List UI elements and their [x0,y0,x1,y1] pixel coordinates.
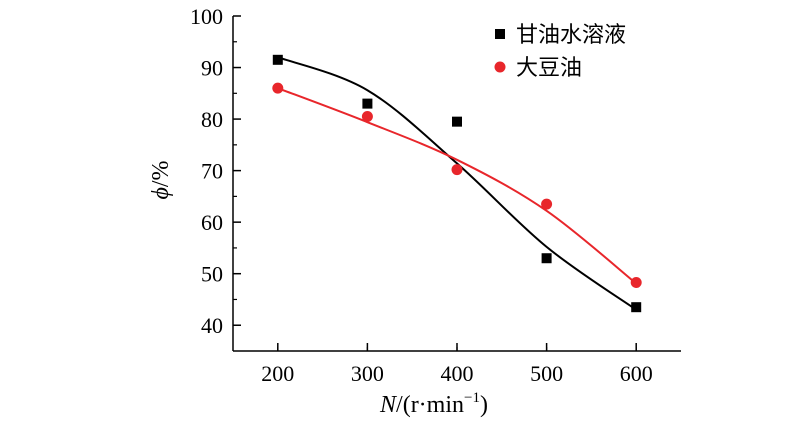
y-axis-title-var: ϕ [148,187,174,199]
legend-label-series-1: 甘油水溶液 [516,23,626,48]
data-point-circle [361,111,373,122]
x-axis-title-sup: −1 [464,390,480,406]
x-tick-label: 200 [261,361,294,386]
y-tick-label: 70 [201,159,223,184]
x-tick-label: 400 [441,361,474,386]
y-tick-label: 80 [201,107,223,132]
x-axis-title-var: N [379,392,398,418]
legend-marker-circle [494,61,506,73]
data-point-square [272,54,283,65]
y-tick-label: 40 [201,313,223,338]
y-tick-label: 60 [201,210,223,235]
axes: 40 50 60 70 80 90 100 200 300 400 500 600 [190,4,681,386]
x-axis-title-unit: /(r·min [396,392,464,418]
data-point-square [631,302,642,313]
y-tick-label: 50 [201,262,223,287]
data-point-circle [451,164,463,176]
x-tick-label: 500 [530,361,563,386]
x-axis-title: N/(r·min−1) [379,390,488,418]
y-axis-title: ϕ/% [148,160,174,199]
y-axis-title-unit: /% [148,160,174,187]
axis-labels: N/(r·min−1) ϕ/% [148,160,488,418]
y-tick-label: 90 [201,56,223,81]
x-axis-title-close: ) [480,392,488,418]
fit-curves [277,56,637,311]
legend-marker-square [495,29,505,39]
legend-label-series-2: 大豆油 [516,56,582,81]
x-tick-label: 300 [351,361,384,386]
data-point-circle [272,82,284,94]
data-point-circle [541,198,553,210]
data-points [272,54,642,313]
data-point-square [541,253,552,264]
fit-curve-series-1 [277,56,637,311]
data-point-square [452,116,462,127]
x-tick-label: 600 [620,361,653,386]
fit-curve-series-2 [277,87,637,285]
y-tick-label: 100 [190,4,223,29]
data-point-square [362,98,373,109]
data-point-circle [630,276,642,288]
